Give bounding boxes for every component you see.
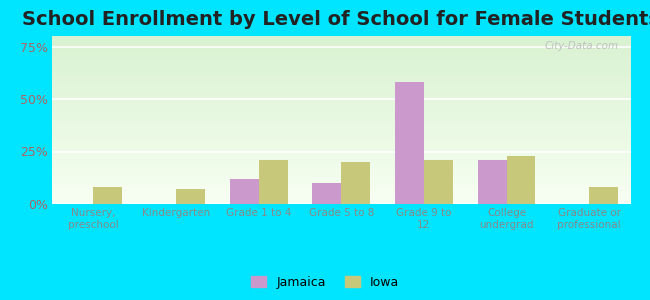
Bar bbox=[229, 179, 259, 204]
Bar bbox=[176, 189, 205, 204]
Bar bbox=[589, 187, 618, 204]
Bar bbox=[478, 160, 506, 204]
Bar bbox=[94, 187, 122, 204]
Title: School Enrollment by Level of School for Female Students: School Enrollment by Level of School for… bbox=[22, 10, 650, 29]
Text: City-Data.com: City-Data.com bbox=[545, 41, 619, 51]
Bar bbox=[312, 183, 341, 204]
Bar bbox=[424, 160, 453, 204]
Bar bbox=[259, 160, 287, 204]
Legend: Jamaica, Iowa: Jamaica, Iowa bbox=[246, 271, 404, 294]
Bar bbox=[506, 156, 536, 204]
Bar bbox=[341, 162, 370, 204]
Bar bbox=[395, 82, 424, 204]
